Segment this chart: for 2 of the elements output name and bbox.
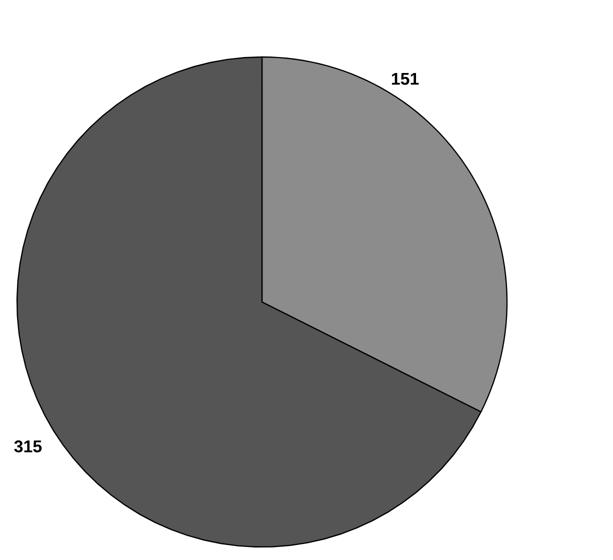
data-label: 315	[14, 440, 42, 452]
data-label: 151	[392, 72, 419, 85]
